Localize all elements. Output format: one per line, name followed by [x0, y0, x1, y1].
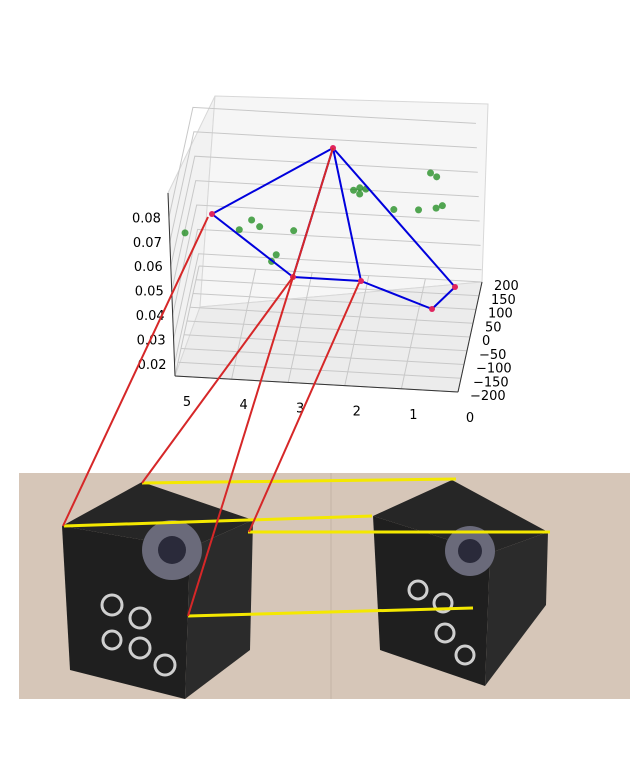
y-tick-label: 0 [482, 334, 490, 349]
x-tick-labels: 5 4 3 2 1 0 [183, 395, 474, 426]
y-tick-label: 150 [491, 293, 516, 308]
feature-point [290, 227, 298, 235]
feature-point [181, 229, 189, 237]
pyramid-edge-apex-tr [332, 147, 456, 288]
right-box-ring-3 [434, 622, 456, 644]
grid-line-z [172, 204, 480, 316]
grid-line-y [195, 279, 480, 297]
red-line-2 [141, 276, 294, 484]
grid-line-z [173, 228, 481, 340]
feature-point [356, 184, 364, 192]
feature-point [248, 216, 256, 224]
feature-point [235, 226, 243, 234]
y-axis-line [457, 281, 483, 393]
feature-point [356, 190, 364, 198]
camera-point [209, 211, 215, 217]
feature-point [272, 251, 280, 259]
red-line-1 [62, 216, 209, 527]
left-box-lens-inner [158, 536, 186, 564]
y-tick-label: 50 [485, 320, 502, 335]
feature-point [415, 206, 423, 214]
x-tick-label: 2 [353, 405, 361, 420]
grid-line-y [186, 320, 471, 338]
z-tick-label: 0.04 [136, 309, 165, 324]
photo-panel [19, 473, 630, 699]
right-box-ring-2 [432, 592, 454, 614]
y-tick-label: 200 [494, 279, 519, 294]
gridlines [168, 106, 483, 393]
feature-points [181, 169, 446, 265]
x-tick-label: 4 [239, 398, 247, 413]
grid-line-z [170, 155, 478, 267]
grid-line-y [189, 306, 474, 324]
left-box-ring-5 [101, 629, 123, 651]
pyramid-edge-br-fr [360, 280, 433, 310]
grid-line-z [174, 253, 482, 364]
z-tick-labels: 0.02 0.03 0.04 0.05 0.06 0.07 0.08 [132, 211, 167, 372]
yellow-line-1 [141, 477, 457, 485]
x-tick-label: 3 [296, 401, 304, 416]
yellow-line-4 [187, 606, 474, 618]
pyramid-edge-apex-tl [211, 147, 334, 215]
feature-point [256, 223, 264, 231]
pyramid-edge-apex-br [332, 147, 362, 282]
z-tick-label: 0.06 [134, 260, 163, 275]
z-tick-label: 0.08 [132, 211, 161, 226]
right-box-ring-1 [407, 579, 429, 601]
camera-point [358, 278, 364, 284]
z-tick-label: 0.03 [137, 333, 166, 348]
z-tick-label: 0.02 [138, 358, 167, 373]
pyramid-edge-tl-bl [211, 213, 294, 278]
left-box-ring-1 [100, 593, 124, 617]
left-box-right [185, 520, 253, 699]
y-tick-label: −200 [470, 389, 506, 404]
red-lines [62, 147, 360, 617]
feature-point [433, 173, 441, 181]
y-tick-label: −150 [473, 375, 509, 390]
right-box-top [373, 480, 548, 553]
red-line-4 [248, 282, 360, 533]
grid-line-z [168, 106, 476, 218]
z-tick-label: 0.05 [135, 285, 164, 300]
x-tick-label: 0 [466, 411, 474, 426]
feature-point [438, 202, 446, 210]
z-axis-line [167, 192, 176, 377]
right-box-ring-4 [454, 644, 476, 666]
photo-divider [330, 473, 332, 699]
pyramid-edge-bl-br [292, 276, 362, 282]
x-axis-line [174, 375, 459, 393]
grid-line-y [198, 265, 483, 283]
feature-point [390, 206, 398, 214]
y-tick-label: 100 [488, 307, 513, 322]
camera-point [429, 306, 435, 312]
feature-point [350, 186, 358, 194]
left-box-ring-3 [128, 636, 152, 660]
grid-line-z [169, 131, 477, 242]
grid-line-y [180, 348, 465, 365]
pyramid-edge-fr-tr [431, 286, 456, 310]
y-tick-label: −50 [479, 348, 506, 363]
red-line-3 [187, 147, 334, 617]
right-box [373, 480, 548, 686]
z-tick-label: 0.07 [133, 236, 162, 251]
left-box [62, 482, 253, 699]
yellow-lines [63, 477, 550, 618]
left-box-ring-2 [128, 606, 152, 630]
camera-point [452, 284, 458, 290]
right-box-right [485, 532, 548, 686]
y-tick-label: −100 [476, 362, 512, 377]
grid-line-y [183, 334, 468, 352]
right-box-lens-inner [458, 539, 482, 563]
feature-point [427, 169, 435, 177]
x-tick-label: 1 [409, 408, 417, 423]
left-box-top [62, 482, 253, 548]
x-tick-label: 5 [183, 395, 191, 410]
grid-line-z [171, 180, 479, 291]
left-box-ring-4 [153, 653, 177, 677]
feature-point [432, 204, 440, 212]
